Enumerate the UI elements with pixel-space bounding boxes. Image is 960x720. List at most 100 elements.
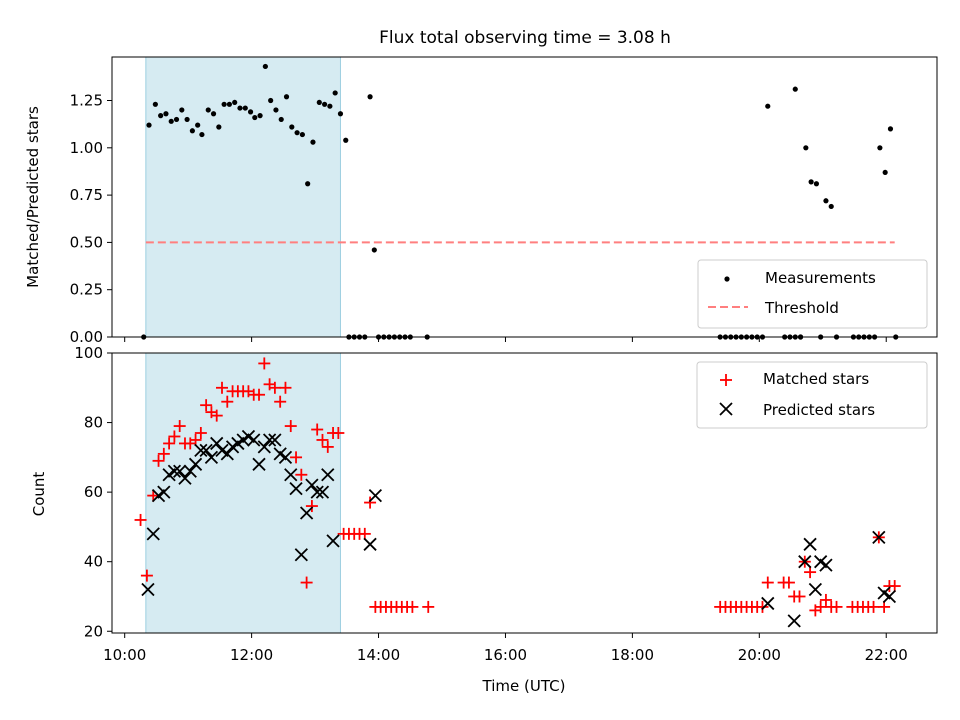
predicted-star-marker: [188, 457, 203, 471]
x-tick-label: 20:00: [738, 646, 781, 664]
bottom-legend: Matched stars Predicted stars: [696, 361, 928, 429]
bottom-y-tick-label: 20: [84, 622, 103, 640]
predicted-star-marker: [882, 589, 897, 604]
x-tick-label: 22:00: [865, 646, 908, 664]
predicted-star-marker: [368, 488, 383, 503]
matched-star-marker: [819, 593, 832, 606]
predicted-star-marker: [315, 485, 330, 499]
predicted-star-marker: [326, 534, 340, 548]
matched-star-marker: [147, 489, 160, 502]
matched-star-marker: [258, 357, 271, 370]
measurement-point: [808, 179, 814, 185]
measurement-point: [247, 109, 254, 115]
top-y-axis-label: Matched/Predicted stars: [24, 106, 42, 288]
measurement-point: [371, 247, 377, 253]
measurement-point: [823, 198, 829, 204]
top-legend: Measurements Threshold: [697, 259, 928, 329]
measurement-point: [257, 113, 263, 119]
measurement-point: [343, 137, 349, 143]
measurement-point: [813, 181, 820, 187]
measurement-point: [205, 107, 211, 113]
measurement-point: [337, 111, 344, 117]
measurement-point: [828, 203, 834, 210]
predicted-star-marker: [252, 457, 266, 471]
matched-star-marker: [152, 454, 165, 467]
legend-threshold-label: Threshold: [764, 299, 839, 317]
predicted-star-marker: [305, 478, 319, 492]
predicted-star-marker: [257, 440, 271, 454]
measurement-point: [273, 107, 279, 113]
predicted-star-marker: [803, 537, 817, 551]
matched-star-marker: [168, 430, 181, 443]
matched-star-marker: [210, 409, 223, 422]
matched-star-marker: [295, 468, 308, 481]
matched-star-marker: [305, 500, 318, 513]
predicted-star-marker: [194, 443, 208, 458]
measurement-point: [226, 101, 233, 107]
matched-star-marker: [163, 437, 176, 450]
matched-star-marker: [311, 423, 324, 436]
measurement-point: [189, 128, 195, 134]
legend-matched-label: Matched stars: [763, 370, 869, 388]
matched-star-marker: [867, 600, 880, 613]
measurement-point: [803, 145, 809, 151]
predicted-star-marker: [310, 485, 324, 499]
predicted-star-marker: [819, 558, 833, 572]
x-tick-label: 12:00: [230, 646, 273, 664]
x-tick-label: 18:00: [611, 646, 654, 664]
predicted-star-marker: [146, 527, 160, 541]
measurement-point: [321, 101, 328, 107]
predicted-star-marker: [199, 443, 213, 458]
predicted-star-marker: [167, 464, 182, 478]
matched-star-marker: [253, 388, 266, 401]
bottom-y-axis-label: Count: [30, 472, 48, 517]
predicted-star-marker: [141, 582, 155, 597]
measurement-point: [146, 122, 152, 128]
matched-star-marker: [332, 427, 345, 439]
legend-measurements-marker: [724, 276, 730, 282]
measurement-point: [262, 63, 268, 70]
measurement-point: [268, 97, 274, 104]
matched-star-marker: [279, 381, 292, 394]
measurement-point: [232, 99, 238, 106]
measurement-point: [327, 103, 333, 109]
measurement-point: [289, 124, 295, 130]
legend-predicted-label: Predicted stars: [763, 401, 875, 419]
x-tick-label: 16:00: [484, 646, 527, 664]
bottom-y-tick-label: 40: [84, 553, 103, 571]
predicted-star-marker: [157, 485, 171, 499]
predicted-star-marker: [204, 450, 219, 464]
top-y-tick-label: 1.00: [70, 139, 103, 157]
bottom-y-tick-label: 60: [84, 483, 103, 501]
predicted-star-marker: [289, 482, 303, 496]
matched-star-marker: [782, 576, 795, 589]
matched-star-marker: [290, 451, 303, 464]
predicted-star-marker: [262, 433, 277, 447]
measurement-point: [887, 126, 894, 132]
matched-star-marker: [761, 576, 774, 589]
matched-star-marker: [200, 399, 213, 412]
predicted-star-marker: [872, 530, 886, 544]
measurement-point: [305, 181, 311, 187]
measurement-point: [877, 145, 883, 151]
matched-star-marker: [221, 395, 234, 408]
x-tick-label: 14:00: [357, 646, 400, 664]
matched-star-marker: [814, 600, 827, 613]
measurement-point: [278, 116, 284, 123]
bottom-y-tick-label: 80: [84, 414, 103, 432]
measurement-point: [179, 107, 185, 113]
measurement-point: [163, 111, 169, 117]
matched-star-marker: [134, 513, 147, 526]
matched-star-marker: [284, 420, 297, 433]
matched-star-marker: [173, 420, 186, 433]
chart-title: Flux total observing time = 3.08 h: [379, 28, 671, 48]
predicted-star-marker: [220, 447, 234, 461]
measurement-point: [367, 94, 373, 100]
measurement-point: [221, 101, 227, 107]
matched-star-marker: [194, 427, 207, 439]
bottom-shaded-span: [145, 352, 341, 634]
predicted-star-marker: [284, 468, 298, 482]
top-legend-box: [697, 259, 928, 329]
measurement-point: [210, 111, 217, 117]
x-tick-label: 10:00: [103, 646, 146, 664]
